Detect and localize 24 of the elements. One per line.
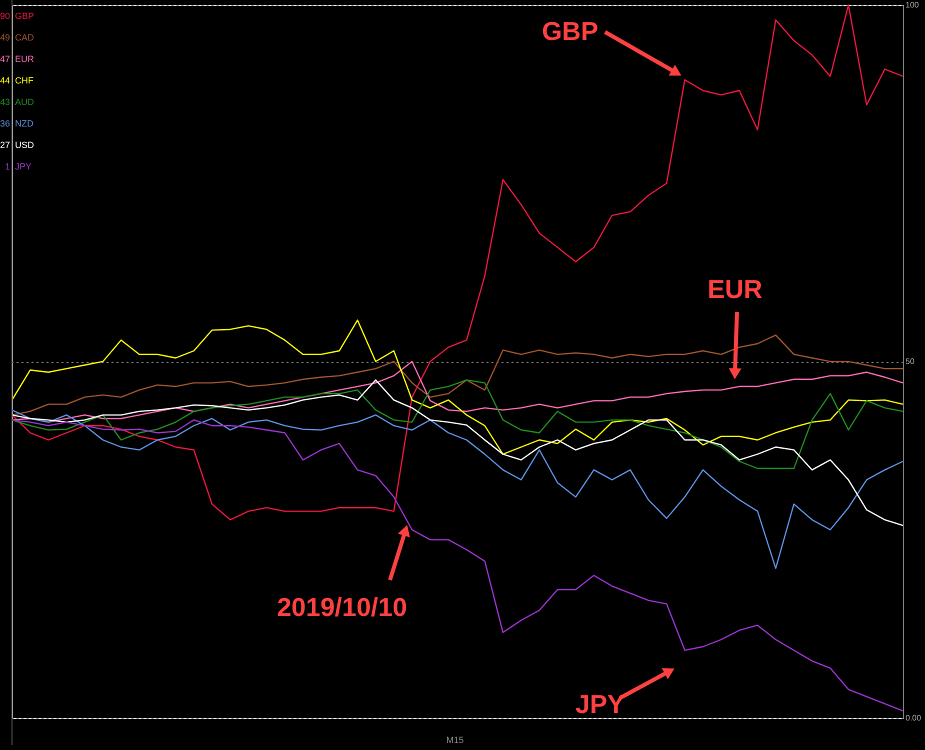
annotation: 2019/10/10 [276, 592, 408, 622]
text: 36 NZD [0, 118, 34, 128]
line-series [11, 419, 904, 712]
y-tick-label: 50 [906, 357, 915, 366]
annotation: EUR [708, 274, 763, 304]
text: 43 AUD [0, 97, 34, 107]
y-tick-label: 0.00 [906, 714, 922, 722]
text: M15 [446, 735, 464, 745]
y-tick-label: 100 [906, 0, 920, 10]
annotation: GBP [542, 16, 598, 46]
line-series [11, 319, 904, 455]
line-series [11, 360, 904, 423]
line-series [11, 379, 904, 470]
text: 1 JPY [4, 162, 32, 172]
text: 49 CAD [0, 32, 34, 42]
text: 47 EUR [0, 54, 34, 64]
annotation: JPY [575, 689, 625, 719]
line-series [11, 4, 904, 520]
text: 44 CHF [0, 76, 34, 86]
line-series [11, 379, 904, 526]
line-series [11, 334, 904, 416]
text: 90 GBP [0, 11, 34, 21]
text: 27 USD [0, 140, 34, 150]
line-series [11, 409, 904, 569]
